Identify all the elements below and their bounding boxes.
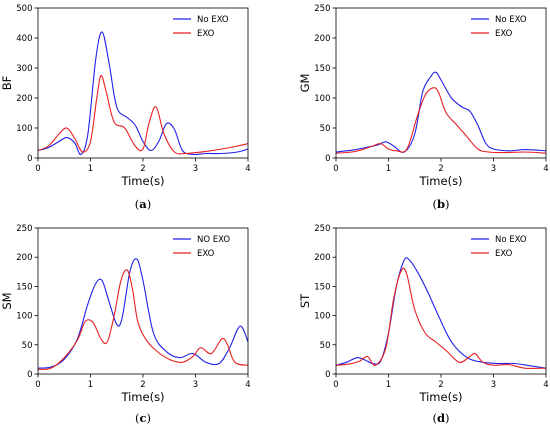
plot-frame-a (37, 7, 249, 159)
caption-paren-open: ( (432, 197, 437, 211)
y-tick-label: 150 (16, 282, 32, 292)
legend-label: NO EXO (197, 235, 230, 245)
x-axis-label: Time(s) (418, 174, 462, 188)
x-tick-label: 0 (333, 380, 338, 390)
x-axis-label: Time(s) (120, 390, 164, 404)
y-tick-label: 250 (314, 4, 330, 14)
x-tick-label: 3 (491, 380, 496, 390)
y-tick-label: 0 (325, 370, 330, 380)
legend-label: EXO (197, 29, 215, 39)
chart-panel-b: 0 1 2 3 4 0 50 100 150 200 250 Time(s) GM No EXO EXO (b… (298, 4, 549, 211)
x-tick-label: 0 (35, 164, 40, 174)
series-line-exo-b (336, 87, 546, 154)
panel-caption-a: (a) (135, 197, 151, 211)
y-tick-label: 250 (16, 224, 32, 234)
x-tick-label: 1 (88, 164, 93, 174)
x-axis-label: Time(s) (120, 174, 164, 188)
y-tick-label: 150 (314, 282, 330, 292)
y-tick-label: 0 (27, 154, 32, 164)
x-axis-label: Time(s) (418, 390, 462, 404)
x-tick-label: 2 (438, 164, 443, 174)
series-line-no-exo-d (336, 257, 546, 369)
x-tick-label: 3 (193, 380, 198, 390)
y-tick-label: 200 (314, 34, 330, 44)
y-tick-label: 100 (16, 124, 32, 134)
caption-letter: c (139, 411, 146, 425)
y-tick-label: 200 (16, 253, 32, 263)
plot-frame-b (335, 7, 547, 159)
legend-label: No EXO (495, 15, 527, 25)
y-tick-label: 200 (314, 253, 330, 263)
caption-letter: b (437, 197, 445, 211)
x-tick-label: 4 (543, 380, 548, 390)
legend-d: No EXO EXO (471, 235, 527, 259)
legend-c: NO EXO EXO (173, 235, 230, 259)
y-tick-label: 50 (22, 341, 33, 351)
legend-label: EXO (495, 29, 513, 39)
series-line-no-exo-c (38, 258, 248, 369)
y-tick-label: 500 (16, 4, 32, 14)
caption-paren-open: ( (135, 197, 140, 211)
y-tick-label: 100 (314, 312, 330, 322)
legend-b: No EXO EXO (471, 15, 527, 39)
caption-paren-close: ) (147, 197, 152, 211)
x-tick-label: 4 (245, 380, 250, 390)
x-tick-label: 1 (386, 380, 391, 390)
y-tick-label: 400 (16, 34, 32, 44)
y-axis-label: BF (0, 76, 14, 91)
series-line-exo-d (336, 267, 546, 369)
x-tick-label: 1 (386, 164, 391, 174)
series-line-exo-a (38, 74, 248, 155)
panel-caption-d: (d) (432, 411, 449, 425)
y-axis-label: SM (0, 292, 14, 309)
chart-panel-a: 0 1 2 3 4 0 100 200 300 400 500 Time(s) BF No EXO EXO (… (0, 4, 251, 211)
caption-paren-open: ( (135, 411, 140, 425)
legend-label: EXO (495, 249, 513, 259)
x-tick-label: 2 (140, 380, 145, 390)
caption-paren-close: ) (445, 197, 450, 211)
caption-paren-open: ( (432, 411, 437, 425)
y-tick-label: 300 (16, 64, 32, 74)
series-line-no-exo-a (38, 31, 248, 156)
chart-panel-c: 0 1 2 3 4 0 50 100 150 200 250 Time(s) SM NO EXO EXO (c… (0, 224, 251, 425)
y-tick-label: 150 (314, 64, 330, 74)
y-tick-label: 200 (16, 94, 32, 104)
y-axis-label: ST (298, 293, 312, 308)
chart-panel-d: 0 1 2 3 4 0 50 100 150 200 250 Time(s) ST No EXO EXO (d… (298, 224, 549, 425)
caption-paren-close: ) (147, 411, 152, 425)
x-tick-label: 1 (88, 380, 93, 390)
legend-label: No EXO (495, 235, 527, 245)
x-tick-label: 0 (35, 380, 40, 390)
y-tick-label: 0 (27, 370, 32, 380)
x-tick-label: 0 (333, 164, 338, 174)
x-tick-label: 2 (140, 164, 145, 174)
legend-label: No EXO (197, 15, 229, 25)
x-tick-label: 4 (543, 164, 548, 174)
panel-caption-c: (c) (135, 411, 151, 425)
x-tick-label: 3 (193, 164, 198, 174)
caption-letter: d (437, 411, 445, 425)
plot-frame-d (335, 227, 547, 375)
x-tick-label: 4 (245, 164, 250, 174)
y-tick-label: 100 (16, 312, 32, 322)
series-line-exo-c (38, 269, 248, 370)
y-tick-label: 100 (314, 94, 330, 104)
caption-paren-close: ) (445, 411, 450, 425)
caption-letter: a (139, 197, 147, 211)
x-tick-label: 2 (438, 380, 443, 390)
y-tick-label: 250 (314, 224, 330, 234)
y-tick-label: 50 (320, 124, 331, 134)
y-axis-label: GM (298, 74, 312, 93)
x-tick-label: 3 (491, 164, 496, 174)
series-line-no-exo-b (336, 71, 546, 153)
y-tick-label: 0 (325, 154, 330, 164)
y-tick-label: 50 (320, 341, 331, 351)
legend-a: No EXO EXO (173, 15, 229, 39)
legend-label: EXO (197, 249, 215, 259)
panel-caption-b: (b) (432, 197, 449, 211)
